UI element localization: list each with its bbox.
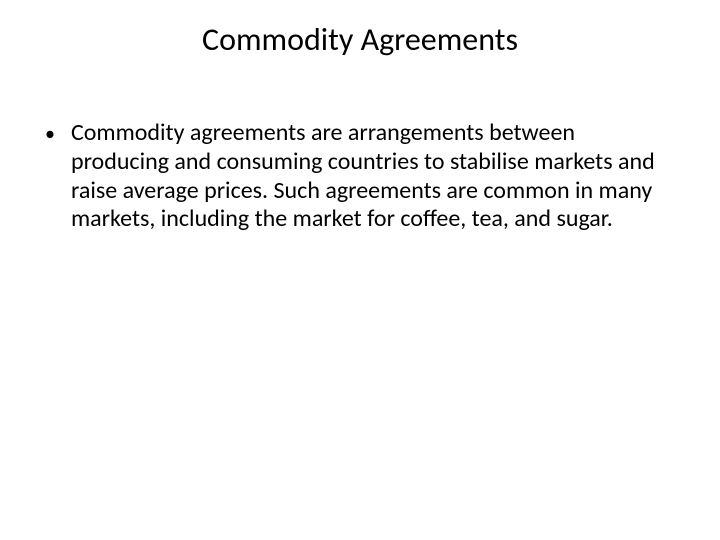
slide-content: • Commodity agreements are arrangements … [0, 119, 720, 234]
bullet-item: • Commodity agreements are arrangements … [45, 119, 675, 234]
slide-title: Commodity Agreements [0, 20, 720, 59]
bullet-marker: • [45, 119, 55, 149]
slide-container: Commodity Agreements • Commodity agreeme… [0, 0, 720, 540]
bullet-text: Commodity agreements are arrangements be… [71, 119, 675, 234]
